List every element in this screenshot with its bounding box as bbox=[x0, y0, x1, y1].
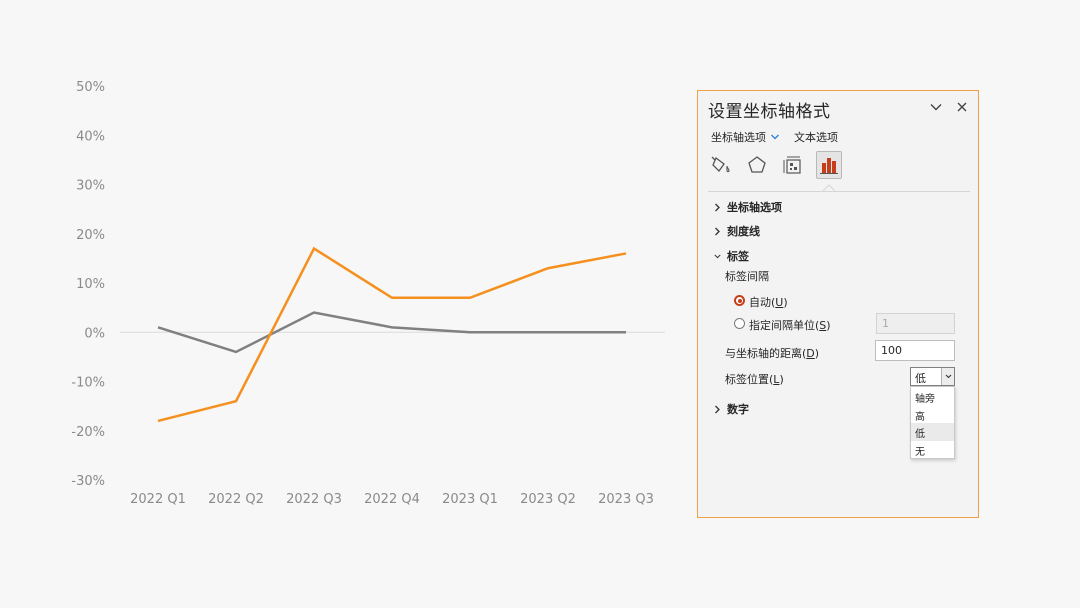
section-axis-options[interactable]: 坐标轴选项 bbox=[714, 199, 782, 215]
pointer-triangle-icon bbox=[822, 184, 836, 192]
y-tick-label: 20% bbox=[76, 228, 105, 243]
chevron-right-icon bbox=[715, 203, 720, 211]
distance-input[interactable]: 100 bbox=[875, 340, 955, 361]
y-tick-label: -20% bbox=[71, 425, 105, 440]
y-tick-label: 40% bbox=[76, 129, 105, 144]
fill-line-button[interactable] bbox=[708, 151, 734, 179]
radio-auto-label[interactable]: 自动(U) bbox=[749, 296, 788, 309]
dropdown-option-high[interactable]: 高 bbox=[915, 411, 925, 423]
size-properties-button[interactable] bbox=[780, 151, 806, 179]
dropdown-option-low[interactable]: 低 bbox=[911, 423, 954, 441]
tab-text-options-label: 文本选项 bbox=[794, 131, 838, 144]
tab-axis-options-label: 坐标轴选项 bbox=[711, 131, 766, 144]
dropdown-option-next-to-axis[interactable]: 轴旁 bbox=[915, 394, 935, 405]
fill-line-icon bbox=[711, 156, 730, 173]
close-icon[interactable] bbox=[955, 100, 969, 114]
section-labels-label: 标签 bbox=[727, 250, 749, 263]
dropdown-button[interactable] bbox=[941, 368, 954, 385]
tab-text-options[interactable]: 文本选项 bbox=[794, 129, 838, 145]
radio-auto[interactable] bbox=[734, 295, 745, 306]
y-tick-label: 30% bbox=[76, 179, 105, 194]
chevron-down-icon[interactable] bbox=[770, 133, 780, 141]
distance-label: 与坐标轴的距离(D) bbox=[725, 347, 820, 360]
interval-heading: 标签间隔 bbox=[725, 270, 769, 283]
x-tick-label: 2022 Q2 bbox=[208, 492, 264, 507]
series-line-2 bbox=[157, 246, 627, 423]
axis-options-button[interactable] bbox=[816, 151, 842, 179]
label-position-dropdown: 轴旁 高 低 无 bbox=[910, 386, 955, 459]
x-tick-label: 2022 Q4 bbox=[364, 492, 420, 507]
chevron-right-icon bbox=[715, 405, 720, 413]
section-tick-marks-label: 刻度线 bbox=[727, 225, 760, 238]
radio-specify[interactable] bbox=[734, 318, 745, 329]
effects-button[interactable] bbox=[744, 151, 770, 179]
chevron-down-icon bbox=[945, 374, 951, 379]
label-position-selected: 低 bbox=[915, 372, 926, 385]
panel-title: 设置坐标轴格式 bbox=[708, 102, 831, 122]
y-tick-label: 0% bbox=[84, 326, 105, 341]
interval-unit-input[interactable]: 1 bbox=[876, 313, 955, 334]
line-chart: 50% 40% 30% 20% 10% 0% -10% -20% -30% 2022 Q1 2022… bbox=[71, 80, 665, 507]
chevron-down-icon bbox=[714, 254, 721, 258]
y-tick-label: 10% bbox=[76, 277, 105, 292]
section-tick-marks[interactable]: 刻度线 bbox=[714, 223, 760, 239]
effects-pentagon-icon bbox=[748, 156, 766, 173]
position-label: 标签位置(L) bbox=[725, 373, 784, 386]
section-number[interactable]: 数字 bbox=[714, 401, 749, 417]
x-tick-label: 2023 Q2 bbox=[520, 492, 576, 507]
y-tick-label: -30% bbox=[71, 474, 105, 489]
chevron-right-icon bbox=[715, 227, 720, 235]
x-tick-label: 2023 Q3 bbox=[598, 492, 654, 507]
size-properties-icon bbox=[783, 156, 801, 174]
format-axis-panel: 设置坐标轴格式 坐标轴选项 文本选项 bbox=[697, 90, 979, 518]
chevron-down-icon[interactable] bbox=[929, 100, 943, 114]
y-tick-label: -10% bbox=[71, 376, 105, 391]
dropdown-option-none[interactable]: 无 bbox=[915, 446, 925, 458]
divider bbox=[708, 191, 970, 192]
tab-axis-options[interactable]: 坐标轴选项 bbox=[711, 129, 780, 145]
y-tick-label: 50% bbox=[76, 80, 105, 95]
section-labels[interactable]: 标签 bbox=[714, 248, 749, 264]
label-position-select[interactable]: 低 bbox=[910, 367, 955, 386]
series-line-1 bbox=[157, 311, 626, 354]
panel-tabs: 坐标轴选项 文本选项 bbox=[711, 129, 838, 145]
x-tick-label: 2022 Q1 bbox=[130, 492, 186, 507]
category-icon-row bbox=[708, 151, 842, 179]
section-number-label: 数字 bbox=[727, 403, 749, 416]
radio-specify-label[interactable]: 指定间隔单位(S) bbox=[749, 319, 831, 332]
axis-options-bar-icon bbox=[820, 158, 838, 174]
x-tick-label: 2023 Q1 bbox=[442, 492, 498, 507]
x-tick-label: 2022 Q3 bbox=[286, 492, 342, 507]
section-axis-options-label: 坐标轴选项 bbox=[727, 201, 782, 214]
